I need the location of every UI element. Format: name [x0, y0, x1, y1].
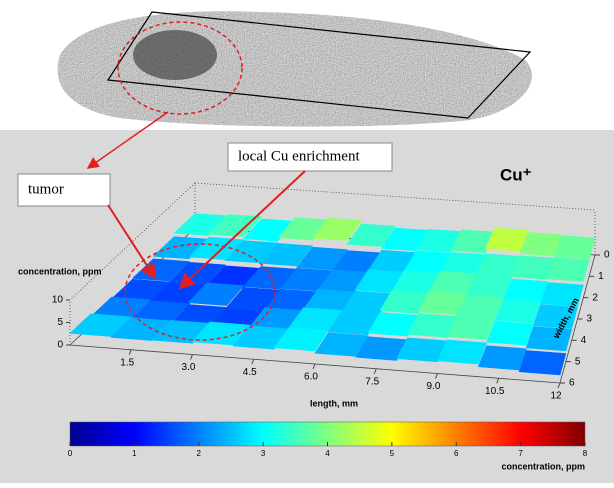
- colorbar-tick-label: 6: [454, 449, 459, 458]
- surface-cell: [548, 258, 590, 282]
- surface-cell: [478, 346, 526, 370]
- tumor-tissue: [133, 30, 217, 80]
- y-tick-label: 0: [604, 250, 610, 261]
- z-tick-label: 10: [52, 295, 64, 306]
- colorbar-tick-label: 8: [583, 449, 588, 458]
- colorbar-tick-label: 5: [390, 449, 395, 458]
- y-tick-label: 1: [598, 271, 604, 282]
- surface-cell: [487, 321, 534, 345]
- y-tick-label: 6: [569, 378, 575, 389]
- colorbar-tick-label: 4: [325, 449, 330, 458]
- z-tick-label: 0: [57, 340, 63, 351]
- x-tick-label: 7.5: [365, 376, 379, 387]
- x-tick-label: 9.0: [427, 381, 441, 392]
- colorbar-tick-label: 7: [518, 449, 523, 458]
- x-tick-label: 3.0: [182, 362, 196, 373]
- x-tick-label: 12: [550, 391, 562, 402]
- colorbar-tick-label: 0: [68, 449, 73, 458]
- x-tick-label: 4.5: [243, 367, 257, 378]
- z-tick-label: 5: [57, 317, 63, 328]
- surface-cell: [495, 299, 540, 323]
- annotation: tumor: [28, 181, 64, 197]
- y-tick-label: 2: [592, 292, 598, 303]
- z-axis-label: concentration, ppm: [18, 266, 102, 276]
- surface-cell: [555, 236, 595, 260]
- x-axis-label: length, mm: [310, 398, 358, 408]
- annotation: local Cu enrichment: [238, 148, 360, 164]
- chart-title: Cu⁺: [500, 165, 532, 184]
- x-tick-label: 1.5: [120, 357, 134, 368]
- x-tick-label: 6.0: [304, 372, 318, 383]
- colorbar-tick-label: 1: [132, 449, 137, 458]
- surface-cell: [519, 351, 566, 375]
- colorbar-tick-label: 3: [261, 449, 266, 458]
- colorbar-tick-label: 2: [197, 449, 202, 458]
- y-tick-label: 3: [587, 314, 593, 325]
- colorbar-label: concentration, ppm: [501, 461, 585, 471]
- y-tick-label: 5: [575, 356, 581, 367]
- surface-cell: [503, 279, 547, 303]
- figure: 05101.53.04.56.07.59.010.5120123456 tumo…: [0, 0, 614, 483]
- x-tick-label: 10.5: [485, 386, 505, 397]
- y-tick-label: 4: [581, 335, 587, 346]
